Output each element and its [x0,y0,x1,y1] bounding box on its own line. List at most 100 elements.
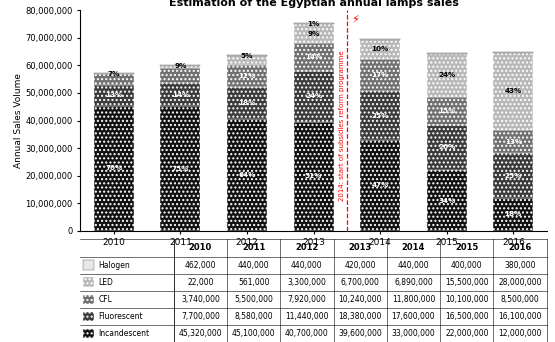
Text: 22,000,000: 22,000,000 [445,329,488,338]
Text: 440,000: 440,000 [398,261,429,269]
Bar [294,43,334,71]
Text: 2013: 2013 [349,244,372,252]
Bar [94,74,134,85]
Text: 2010: 2010 [189,244,212,252]
Text: 2014: 2014 [402,244,425,252]
Bar [83,312,94,321]
Text: Fluorescent: Fluorescent [98,312,143,321]
Text: 34%: 34% [438,198,456,203]
Text: 75%: 75% [171,166,189,172]
Text: 25%: 25% [371,113,389,119]
Text: 39,600,000: 39,600,000 [339,329,382,338]
Text: 6,890,000: 6,890,000 [394,278,433,287]
Text: Halogen: Halogen [98,261,130,269]
Text: 16,100,000: 16,100,000 [498,312,542,321]
Bar [160,106,200,231]
Text: 11,800,000: 11,800,000 [392,295,435,304]
Bar [160,66,200,68]
Text: 45,100,000: 45,100,000 [232,329,275,338]
Bar [294,71,334,122]
Text: 40,700,000: 40,700,000 [285,329,329,338]
Text: 8,580,000: 8,580,000 [234,312,273,321]
Text: 18,380,000: 18,380,000 [339,312,382,321]
Bar [360,40,400,59]
Text: 400,000: 400,000 [451,261,482,269]
Text: 45,320,000: 45,320,000 [179,329,222,338]
Text: 10,240,000: 10,240,000 [339,295,382,304]
Bar [227,65,267,87]
Text: 24%: 24% [438,73,456,78]
Bar [294,122,334,231]
Text: 440,000: 440,000 [291,261,322,269]
Text: 420,000: 420,000 [345,261,376,269]
Text: 12,000,000: 12,000,000 [498,329,542,338]
Text: LED: LED [98,278,113,287]
Text: 47%: 47% [371,182,389,188]
Bar [360,39,400,40]
Text: 9%: 9% [174,63,186,68]
Text: 14%: 14% [171,92,189,98]
Bar [493,198,533,231]
Text: 1%: 1% [307,21,320,27]
Bar [493,53,533,130]
Text: 13%: 13% [504,139,522,145]
Text: 8,500,000: 8,500,000 [501,295,539,304]
Text: 25%: 25% [504,173,522,179]
Bar [493,130,533,153]
Text: Incandescent: Incandescent [98,329,149,338]
Text: 2015: 2015 [455,244,478,252]
Text: 7,920,000: 7,920,000 [287,295,326,304]
Text: 15%: 15% [438,108,456,114]
Text: 2014: start of subsidies reform programme: 2014: start of subsidies reform programm… [339,51,345,201]
Bar [427,97,467,125]
Text: 51%: 51% [305,173,322,179]
Bar [360,91,400,140]
Text: 11,440,000: 11,440,000 [285,312,329,321]
Text: 17%: 17% [371,72,389,78]
Text: 64%: 64% [238,172,256,178]
Bar [83,294,94,304]
Bar [427,125,467,170]
Text: 561,000: 561,000 [238,278,269,287]
Text: 13%: 13% [105,92,123,98]
Text: 15,500,000: 15,500,000 [445,278,488,287]
Title: Estimation of the Egyptian annual lamps sales: Estimation of the Egyptian annual lamps … [169,0,458,8]
Bar [160,68,200,83]
Bar [94,73,134,74]
Text: 24%: 24% [305,93,322,99]
Text: 7,700,000: 7,700,000 [181,312,220,321]
Text: 6,700,000: 6,700,000 [341,278,380,287]
Text: 3,300,000: 3,300,000 [287,278,326,287]
Bar [83,329,94,338]
Bar [493,52,533,53]
Y-axis label: Annual Sales Volume: Annual Sales Volume [14,73,23,168]
Text: ⚡: ⚡ [351,15,359,25]
Text: 43%: 43% [504,88,522,94]
Bar [294,24,334,43]
Bar [227,55,267,56]
Text: 3,740,000: 3,740,000 [181,295,220,304]
Bar [227,56,267,65]
Text: 22,000: 22,000 [187,278,214,287]
Bar [83,277,94,287]
Text: 33,000,000: 33,000,000 [392,329,435,338]
Bar [160,65,200,66]
Text: 10,100,000: 10,100,000 [445,295,488,304]
Bar [427,54,467,97]
Text: 17,600,000: 17,600,000 [392,312,435,321]
Text: 7%: 7% [108,71,120,77]
Text: 18%: 18% [238,100,256,106]
Text: 2016: 2016 [508,244,532,252]
Bar [94,106,134,231]
Text: 380,000: 380,000 [504,261,536,269]
Bar [360,59,400,91]
Text: 18%: 18% [504,211,522,217]
Text: 26%: 26% [438,144,456,150]
Text: 12%: 12% [238,73,256,79]
Text: 10%: 10% [371,46,389,52]
Bar [160,83,200,106]
Text: 16,500,000: 16,500,000 [445,312,488,321]
Text: 462,000: 462,000 [185,261,216,269]
Text: 440,000: 440,000 [238,261,269,269]
Bar [360,140,400,231]
